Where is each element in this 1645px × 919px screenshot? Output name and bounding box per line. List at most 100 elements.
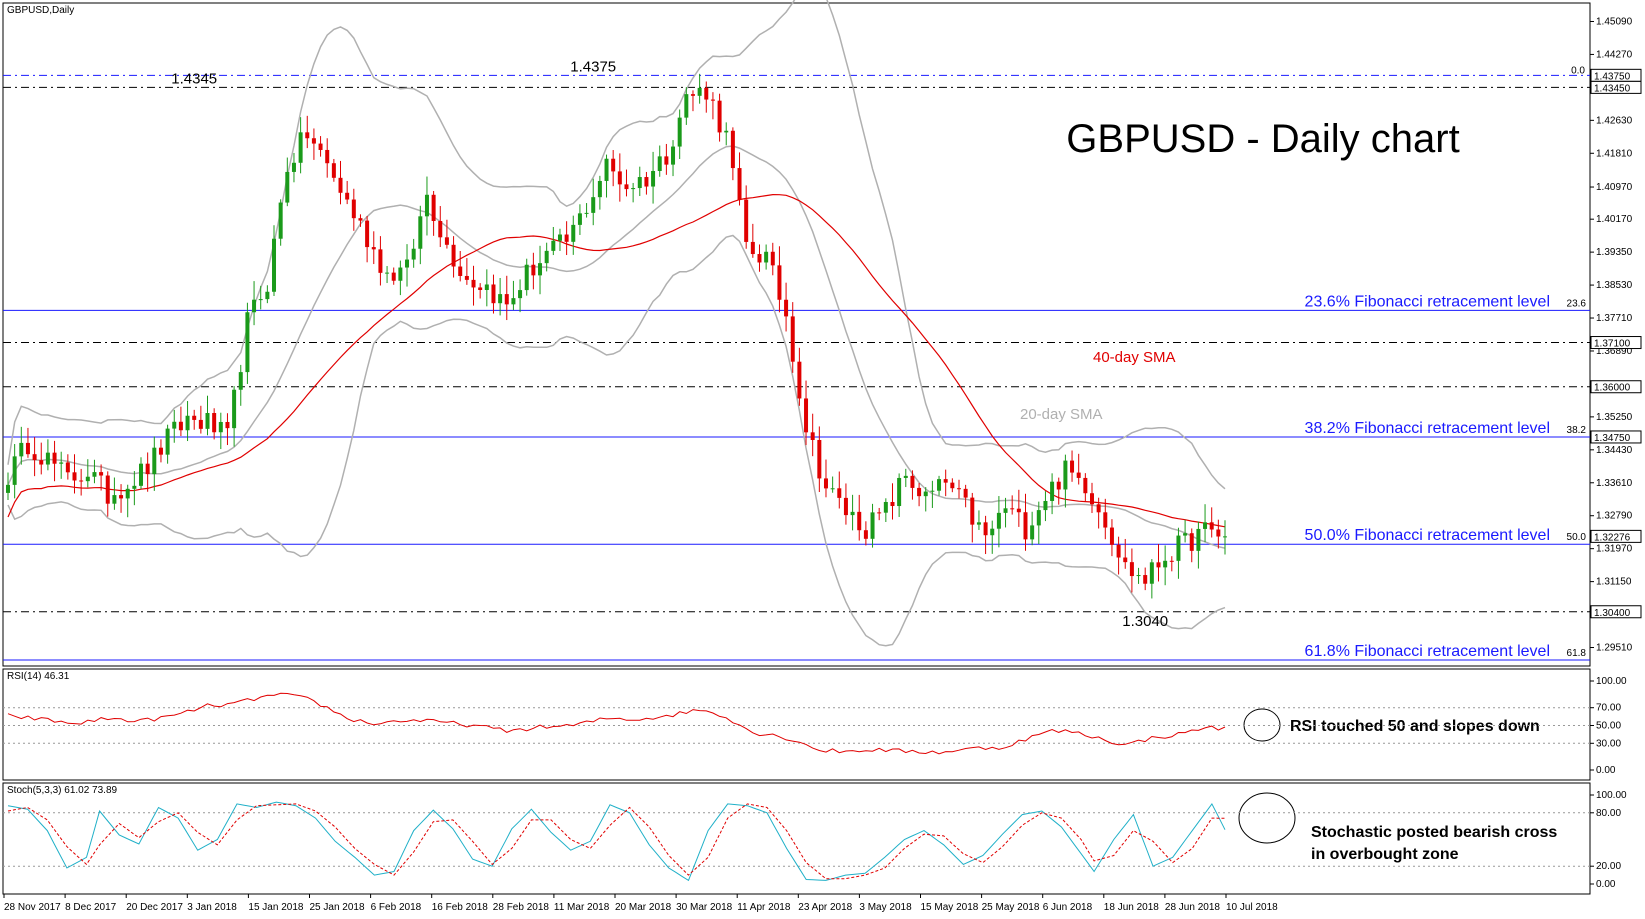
fib-zero-tag: 0.0 xyxy=(1571,65,1585,76)
date-axis: 28 Nov 2017 8 Dec 2017 20 Dec 2017 3 Jan 20… xyxy=(3,894,1278,913)
sma20-line xyxy=(7,145,1226,549)
price-tick-label: 1.40970 xyxy=(1596,182,1633,193)
candle-body-up xyxy=(132,485,137,489)
candle-body-down xyxy=(105,475,110,504)
rsi-tick-label: 50.00 xyxy=(1596,721,1621,732)
chart-title: GBPUSD - Daily chart xyxy=(1066,117,1459,161)
candle-body-up xyxy=(125,488,130,499)
candle-body-up xyxy=(604,158,609,181)
rsi-annotation: RSI touched 50 and slopes down xyxy=(1290,718,1540,735)
candle-body-up xyxy=(1136,575,1141,577)
candle-body-down xyxy=(358,218,363,221)
stoch-highlight-circle xyxy=(1238,792,1296,844)
candle-body-down xyxy=(717,100,722,133)
candle-body-down xyxy=(345,192,350,200)
candle-body-down xyxy=(1209,522,1214,530)
fib-level-label: 50.0% Fibonacci retracement level xyxy=(1305,527,1550,544)
date-tick-label: 16 Feb 2018 xyxy=(432,902,489,913)
candle-body-up xyxy=(385,272,390,274)
candle-body-down xyxy=(890,501,895,507)
candle-body-up xyxy=(12,456,17,485)
candle-body-down xyxy=(710,99,715,101)
candle-body-down xyxy=(664,156,669,165)
fib-level-label: 61.8% Fibonacci retracement level xyxy=(1305,643,1550,660)
stoch-tick-label: 100.00 xyxy=(1596,790,1627,801)
candle-body-up xyxy=(418,216,423,249)
candle-body-down xyxy=(744,199,749,242)
price-box xyxy=(1590,605,1642,619)
rsi-panel-frame xyxy=(2,668,1591,781)
candle-body-down xyxy=(378,249,383,273)
date-tick-label: 3 Jan 2018 xyxy=(187,902,237,913)
candle-body-up xyxy=(518,290,523,299)
date-tick-label: 25 Jan 2018 xyxy=(310,902,365,913)
fib-level-tag: 23.6 xyxy=(1567,298,1587,309)
candle-body-down xyxy=(1103,512,1108,528)
candle-body-down xyxy=(810,432,815,441)
candle-body-up xyxy=(1176,535,1181,561)
candle-body-down xyxy=(178,421,183,431)
bollinger-upper-line xyxy=(7,0,1226,490)
candle-body-down xyxy=(917,487,922,497)
candle-body-up xyxy=(424,194,429,217)
rsi-tick-label: 70.00 xyxy=(1596,703,1621,714)
price-tick-label: 1.42630 xyxy=(1596,115,1633,126)
candle-body-down xyxy=(843,497,848,516)
candle-body-down xyxy=(644,177,649,187)
candle-body-down xyxy=(837,488,842,498)
candle-body-up xyxy=(1063,460,1068,490)
candle-body-down xyxy=(371,247,376,250)
candle-body-down xyxy=(857,511,862,531)
candle-body-down xyxy=(52,452,57,464)
main-price-panel: GBPUSD,Daily GBPUSD - Daily chart 40-day… xyxy=(2,2,1591,667)
price-tick-label: 1.45090 xyxy=(1596,16,1633,27)
candle-body-down xyxy=(331,163,336,178)
candle-body-down xyxy=(99,472,104,476)
candles xyxy=(6,73,1227,599)
stoch-label: Stoch(5,3,3) 61.02 73.89 xyxy=(7,785,118,796)
candle-body-up xyxy=(897,477,902,507)
price-tick-label: 1.39350 xyxy=(1596,247,1633,258)
candle-body-down xyxy=(730,130,735,169)
candle-body-up xyxy=(850,511,855,516)
candle-body-up xyxy=(278,202,283,239)
candle-body-down xyxy=(704,87,709,100)
symbol-label: GBPUSD,Daily xyxy=(7,5,74,16)
candle-body-up xyxy=(677,117,682,147)
date-tick-label: 30 Mar 2018 xyxy=(676,902,733,913)
date-tick-label: 10 Jul 2018 xyxy=(1226,902,1278,913)
price-box-label: 1.43450 xyxy=(1594,83,1631,94)
candle-body-down xyxy=(504,294,509,305)
candle-body-down xyxy=(804,398,809,433)
price-tick-label: 1.29510 xyxy=(1596,643,1633,654)
date-tick-label: 20 Mar 2018 xyxy=(615,902,672,913)
candle-body-up xyxy=(591,197,596,213)
candle-body-up xyxy=(996,512,1001,529)
candle-body-up xyxy=(923,491,928,497)
candle-body-down xyxy=(611,158,616,172)
sma40-line xyxy=(7,193,1226,528)
candle-body-up xyxy=(1163,560,1168,568)
candle-body-up xyxy=(511,298,516,305)
candle-body-up xyxy=(398,267,403,281)
date-tick-label: 6 Jun 2018 xyxy=(1043,902,1093,913)
candle-body-down xyxy=(1076,472,1081,478)
candle-body-down xyxy=(1096,504,1101,513)
date-tick-label: 11 Apr 2018 xyxy=(737,902,791,913)
candle-body-down xyxy=(478,287,483,290)
candle-body-up xyxy=(557,234,562,241)
candle-body-down xyxy=(471,279,476,288)
date-tick-label: 25 May 2018 xyxy=(982,902,1040,913)
fib-level-label: 38.2% Fibonacci retracement level xyxy=(1305,420,1550,437)
candle-body-up xyxy=(937,479,942,491)
candle-body-down xyxy=(1156,562,1161,568)
main-panel-frame xyxy=(2,2,1591,667)
candle-body-up xyxy=(524,264,529,291)
date-tick-label: 6 Feb 2018 xyxy=(371,902,422,913)
date-tick-label: 18 Jun 2018 xyxy=(1104,902,1159,913)
candle-body-down xyxy=(1189,533,1194,551)
stoch-tick-label: 80.00 xyxy=(1596,808,1621,819)
candle-body-up xyxy=(830,488,835,490)
candle-body-up xyxy=(551,240,556,251)
